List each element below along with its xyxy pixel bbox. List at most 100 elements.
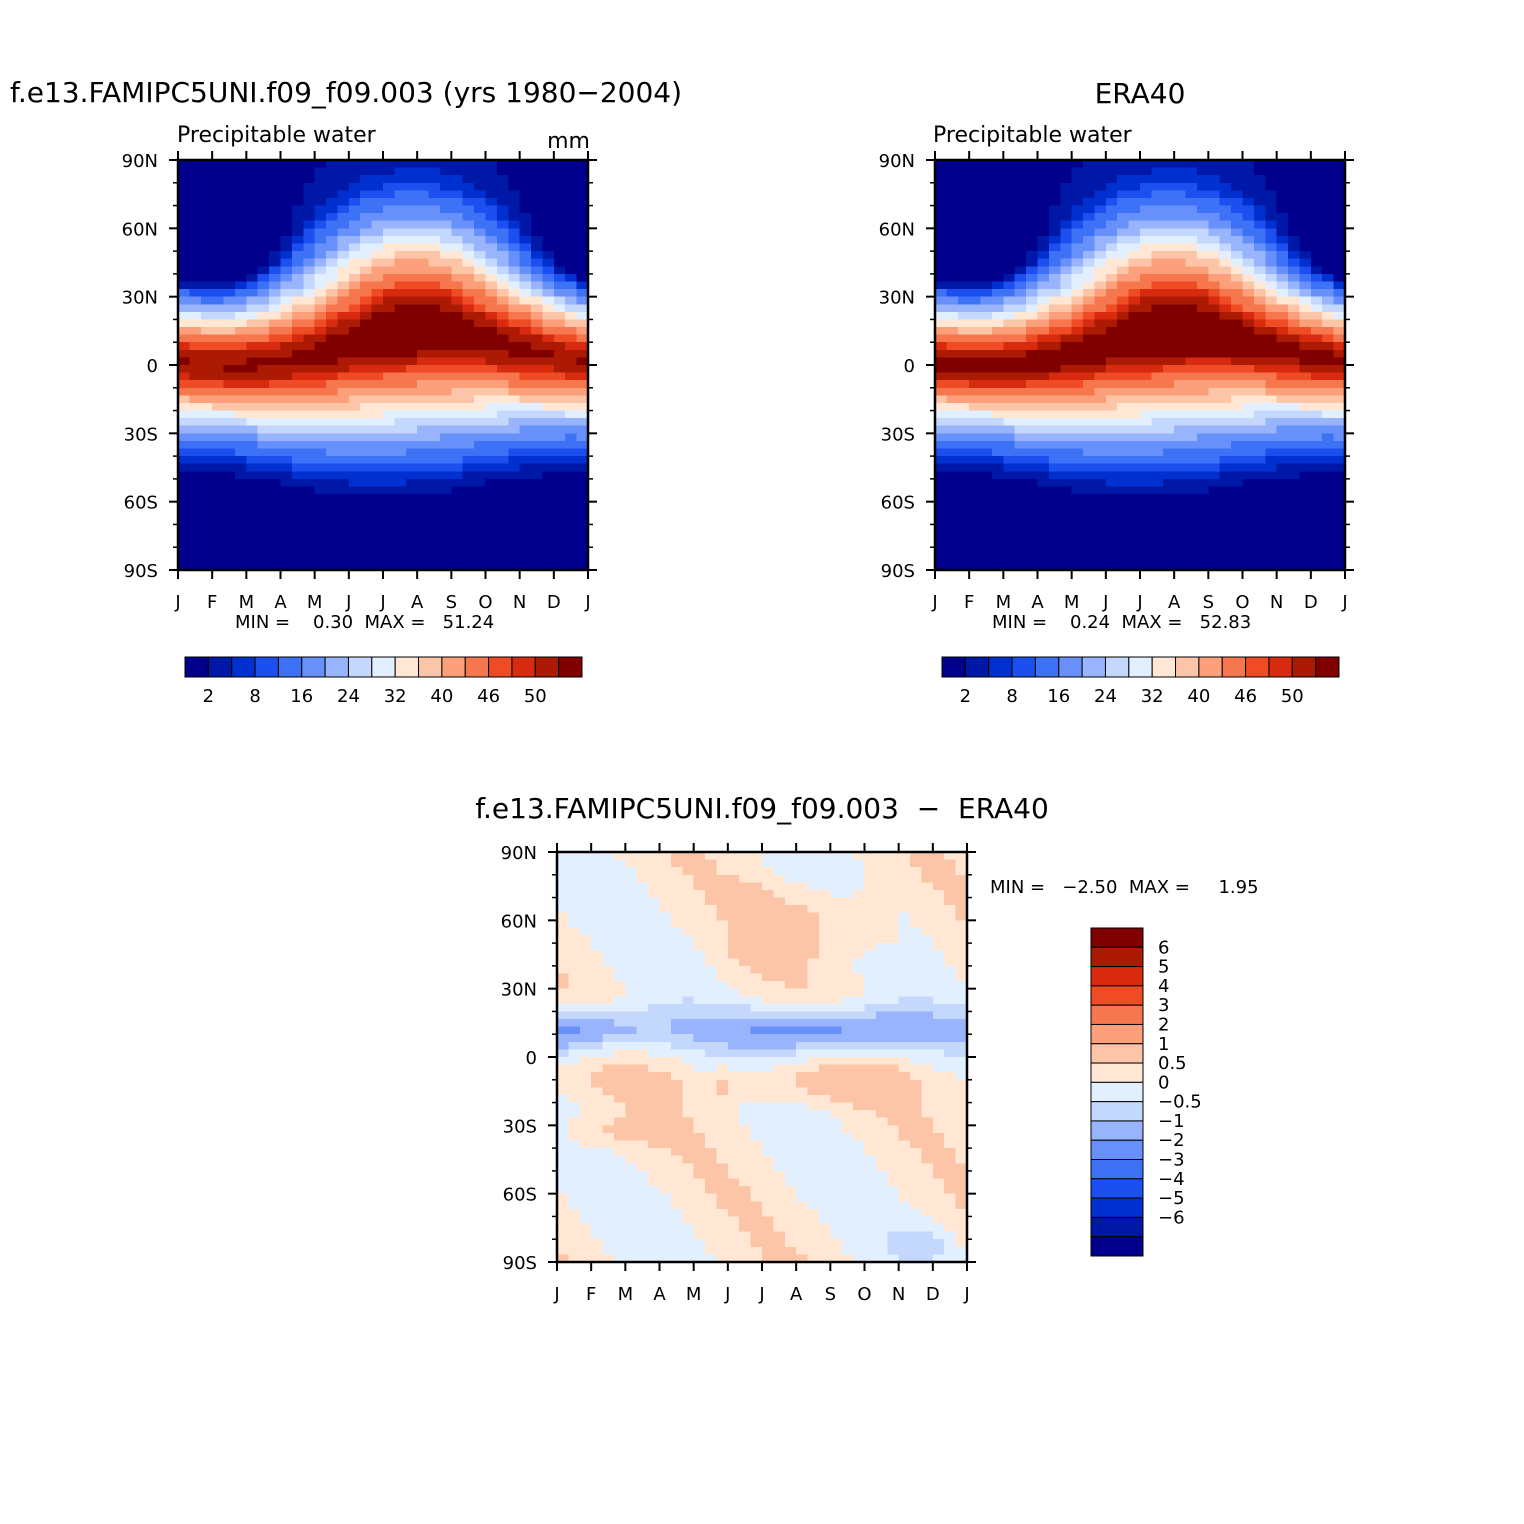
heatmap-cell [1231, 456, 1244, 465]
heatmap-cell [178, 357, 190, 366]
heatmap-cell [417, 289, 430, 298]
heatmap-cell [648, 1064, 661, 1073]
heatmap-cell [1071, 395, 1084, 404]
heatmap-cell [212, 160, 225, 169]
heatmap-cell [1014, 334, 1027, 343]
x-tick-label: S [1203, 592, 1214, 613]
heatmap-cell [417, 440, 430, 450]
heatmap-cell [257, 440, 270, 450]
heatmap-cell [462, 372, 475, 381]
heatmap-cell [371, 402, 384, 412]
heatmap-cell [394, 524, 407, 533]
heatmap-cell [496, 167, 509, 176]
heatmap-cell [531, 463, 544, 472]
heatmap-cell [991, 273, 1004, 283]
heatmap-cell [383, 205, 395, 214]
heatmap-cell [360, 235, 373, 245]
heatmap-cell [1071, 281, 1084, 290]
heatmap-cell [280, 251, 293, 260]
heatmap-cell [303, 539, 316, 548]
heatmap-cell [1208, 357, 1221, 366]
heatmap-cell [576, 304, 589, 313]
heatmap-cell [314, 433, 327, 442]
heatmap-cell [417, 205, 430, 214]
heatmap-cell [1083, 547, 1096, 556]
heatmap-cell [246, 554, 259, 563]
heatmap-cell [348, 456, 361, 465]
heatmap-cell [1299, 251, 1312, 260]
heatmap-cell [716, 1034, 729, 1043]
heatmap-cell [178, 524, 190, 533]
heatmap-cell [1094, 516, 1107, 526]
heatmap-cell [1322, 494, 1335, 503]
heatmap-cell [234, 228, 247, 237]
heatmap-cell [1071, 471, 1084, 480]
heatmap-cell [1196, 372, 1209, 381]
heatmap-cell [1231, 251, 1244, 260]
heatmap-cell [565, 296, 578, 305]
heatmap-cell [189, 410, 202, 419]
heatmap-cell [553, 243, 566, 252]
heatmap-cell [1231, 433, 1244, 442]
heatmap-cell [1219, 410, 1232, 419]
heatmap-cell [542, 380, 555, 389]
heatmap-cell [485, 554, 498, 563]
heatmap-cell [1128, 258, 1141, 267]
heatmap-cell [234, 387, 247, 396]
heatmap-cell [462, 387, 475, 396]
heatmap-cell [246, 197, 259, 207]
heatmap-cell [1208, 251, 1221, 260]
heatmap-cell [178, 342, 190, 351]
heatmap-cell [1242, 182, 1255, 191]
heatmap-cell [314, 357, 327, 366]
heatmap-cell [246, 433, 259, 442]
heatmap-cell [451, 296, 464, 305]
heatmap-cell [957, 266, 970, 275]
heatmap-cell [246, 456, 259, 465]
heatmap-cell [1083, 342, 1096, 351]
heatmap-cell [439, 213, 452, 222]
heatmap-cell [439, 182, 452, 191]
heatmap-cell [371, 311, 384, 321]
heatmap-cell [705, 867, 718, 876]
heatmap-cell [280, 228, 293, 237]
heatmap-cell [1117, 273, 1130, 283]
heatmap-cell [1276, 402, 1289, 412]
colorbar-swatch [347, 656, 373, 678]
heatmap-cell [957, 235, 970, 245]
heatmap-cell [360, 319, 373, 328]
heatmap-cell [405, 289, 418, 298]
heatmap-cell [957, 440, 970, 450]
heatmap-cell [1265, 197, 1278, 207]
heatmap-cell [568, 1132, 581, 1142]
heatmap-cell [326, 516, 339, 526]
heatmap-cell [269, 197, 282, 207]
heatmap-cell [212, 494, 225, 503]
heatmap-cell [1276, 182, 1289, 191]
heatmap-cell [1276, 357, 1289, 366]
heatmap-cell [1026, 509, 1039, 518]
heatmap-cell [326, 273, 339, 283]
heatmap-cell [591, 1132, 604, 1142]
heatmap-cell [360, 380, 373, 389]
heatmap-cell [1037, 516, 1050, 526]
colorbar-label: 46 [477, 686, 500, 707]
heatmap-cell [682, 935, 695, 944]
heatmap-cell [303, 220, 316, 229]
heatmap-cell [602, 1178, 615, 1187]
heatmap-cell [591, 1178, 604, 1187]
heatmap-cell [969, 524, 982, 533]
heatmap-cell [935, 471, 947, 480]
heatmap-cell [946, 501, 959, 510]
heatmap-cell [1185, 554, 1198, 563]
heatmap-cell [326, 456, 339, 465]
heatmap-cell [303, 190, 316, 199]
heatmap-cell [1048, 562, 1061, 571]
heatmap-cell [1310, 251, 1323, 260]
heatmap-cell [485, 463, 498, 472]
heatmap-cell [591, 1057, 604, 1066]
heatmap-cell [348, 342, 361, 351]
heatmap-cell [314, 334, 327, 343]
heatmap-cell [280, 516, 293, 526]
heatmap-cell [212, 448, 225, 457]
